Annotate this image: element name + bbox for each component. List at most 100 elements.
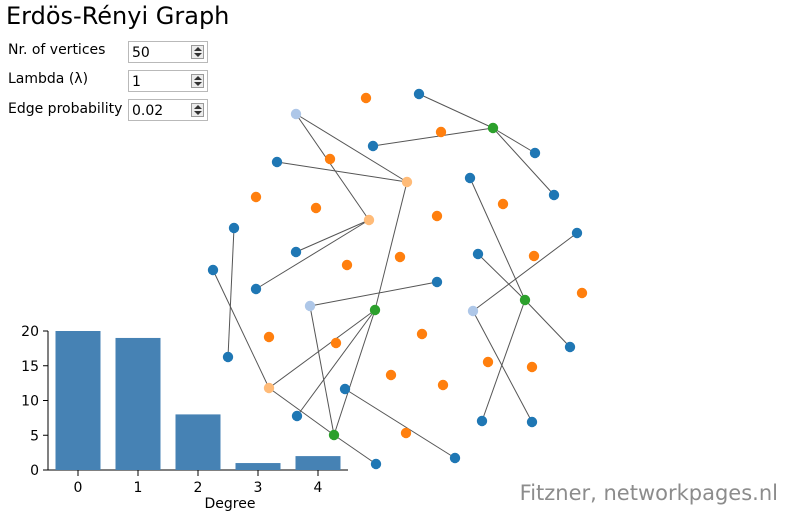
graph-edge <box>296 309 376 417</box>
y-tick-label: 10 <box>21 394 39 410</box>
histogram-bar <box>235 463 281 470</box>
histogram-bar <box>295 456 341 470</box>
graph-vertex <box>367 140 379 152</box>
graph-edge <box>212 269 270 389</box>
graph-vertex <box>263 382 275 394</box>
x-tick-label: 2 <box>194 480 203 496</box>
graph-vertex <box>328 429 340 441</box>
step-up-icon[interactable] <box>194 76 202 80</box>
graph-edge <box>295 219 370 253</box>
graph-edge <box>255 219 370 290</box>
graph-vertex <box>519 294 531 306</box>
graph-edge <box>472 310 533 423</box>
graph-edge <box>492 127 555 196</box>
lambda-label: Lambda (λ) <box>8 71 89 87</box>
graph-vertex <box>363 214 375 226</box>
graph-edge <box>268 309 376 389</box>
graph-vertex <box>330 337 342 349</box>
graph-vertex <box>401 176 413 188</box>
graph-edge <box>295 113 408 183</box>
graph-vertex <box>341 259 353 271</box>
graph-vertex <box>435 126 447 138</box>
step-up-icon[interactable] <box>194 47 202 51</box>
graph-vertex <box>394 251 406 263</box>
vertices-stepper[interactable] <box>191 45 204 59</box>
x-tick-label: 1 <box>134 480 143 496</box>
graph-vertex <box>263 331 275 343</box>
graph-vertex <box>526 416 538 428</box>
graph-vertex <box>431 276 443 288</box>
graph-vertex <box>385 369 397 381</box>
graph-vertex <box>431 210 443 222</box>
degree-histogram: 0 5 10 15 20 0 1 2 3 4 Degree <box>21 324 348 512</box>
graph-vertex <box>571 227 583 239</box>
graph-vertex <box>564 341 576 353</box>
graph-nodes <box>207 88 588 470</box>
histogram-bar <box>55 331 101 470</box>
y-tick-label: 5 <box>30 428 39 444</box>
graph-vertex <box>250 191 262 203</box>
graph-edge <box>492 127 536 154</box>
graph-vertex <box>250 283 262 295</box>
graph-vertex <box>487 122 499 134</box>
vertices-input[interactable]: 50 <box>128 41 208 63</box>
graph-edge <box>333 434 377 465</box>
graph-edge <box>374 181 408 311</box>
graph-vertex <box>437 379 449 391</box>
graph-vertex <box>576 287 588 299</box>
graph-vertex <box>413 88 425 100</box>
page-title: Erdös-Rényi Graph <box>6 2 230 30</box>
graph-vertex <box>228 222 240 234</box>
credit-text: Fitzner, networkpages.nl <box>519 481 778 505</box>
graph-edge <box>477 253 526 301</box>
graph-vertex <box>416 328 428 340</box>
graph-edge <box>309 281 438 307</box>
graph-edge <box>524 299 571 348</box>
graph-edge <box>418 93 494 129</box>
vertices-value: 50 <box>132 45 150 61</box>
step-up-icon[interactable] <box>194 105 202 109</box>
graph-edge <box>309 305 335 436</box>
x-tick-label: 3 <box>254 480 263 496</box>
graph-vertex <box>497 198 509 210</box>
graph-edge <box>469 177 526 301</box>
y-tick-label: 20 <box>21 324 39 340</box>
graph-edge <box>372 127 494 147</box>
graph-vertex <box>467 305 479 317</box>
graph-vertex <box>369 304 381 316</box>
lambda-stepper[interactable] <box>191 74 204 88</box>
graph-vertex <box>304 300 316 312</box>
x-tick-label: 0 <box>74 480 83 496</box>
graph-vertex <box>528 250 540 262</box>
lambda-input[interactable]: 1 <box>128 70 208 92</box>
graph-vertex <box>526 361 538 373</box>
graph-edge <box>344 388 456 459</box>
graph-vertex <box>324 153 336 165</box>
graph-edge <box>295 113 370 221</box>
graph-vertex <box>310 202 322 214</box>
graph-vertex <box>207 264 219 276</box>
graph-vertex <box>339 383 351 395</box>
graph-vertex <box>482 356 494 368</box>
graph-vertex <box>548 189 560 201</box>
step-down-icon[interactable] <box>194 53 202 57</box>
graph-edge <box>276 161 408 183</box>
step-down-icon[interactable] <box>194 82 202 86</box>
edge-probability-input[interactable]: 0.02 <box>128 99 208 121</box>
histogram-bar <box>115 337 161 470</box>
graph-vertex <box>476 415 488 427</box>
graph-vertex <box>400 427 412 439</box>
graph-vertex <box>290 108 302 120</box>
y-tick-label: 15 <box>21 359 39 375</box>
edge-probability-stepper[interactable] <box>191 103 204 117</box>
graph-vertex <box>464 172 476 184</box>
step-down-icon[interactable] <box>194 111 202 115</box>
x-tick-label: 4 <box>314 480 323 496</box>
graph-edges <box>212 93 578 465</box>
y-tick-label: 0 <box>30 463 39 479</box>
graph-vertex <box>271 156 283 168</box>
graph-vertex <box>291 410 303 422</box>
edge-probability-value: 0.02 <box>132 103 164 119</box>
graph-edge <box>481 299 526 422</box>
